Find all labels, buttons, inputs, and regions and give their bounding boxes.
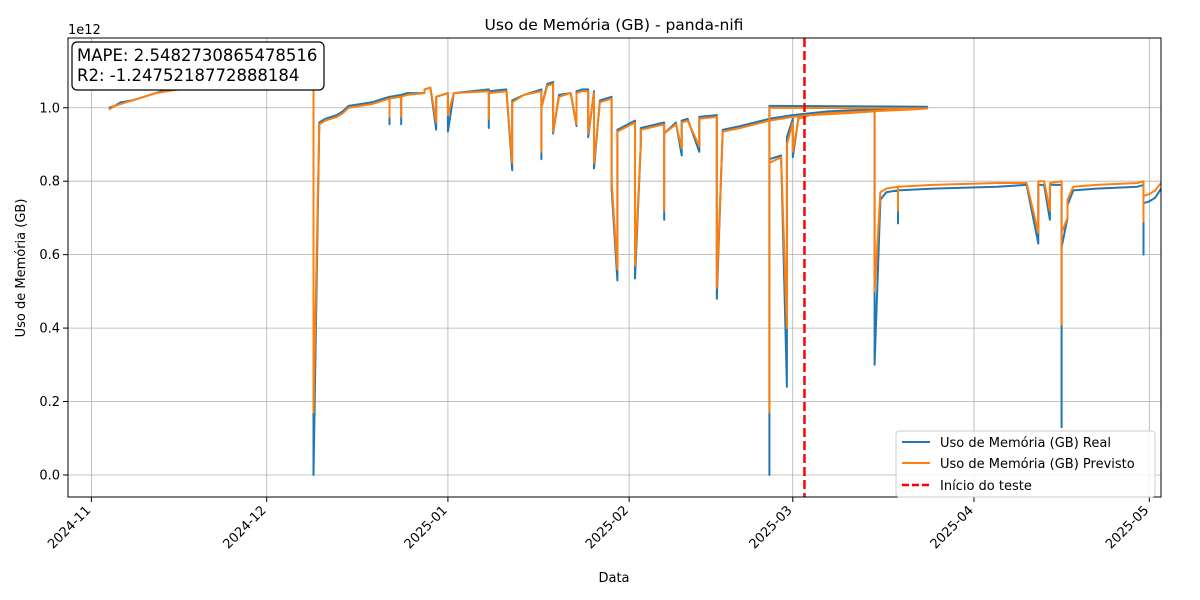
- y-axis-ticks: 0.0 0.2 0.4 0.6 0.8 1.0: [39, 101, 68, 483]
- x-axis-label: Data: [598, 571, 629, 586]
- series-line-real: [108, 81, 1162, 476]
- metrics-mape: MAPE: 2.5482730865478516: [77, 46, 317, 65]
- y-offset-label: 1e12: [68, 23, 101, 38]
- y-tick-label: 1.0: [39, 101, 60, 116]
- metrics-box-frame: [71, 41, 325, 91]
- series-line-forecast: [108, 82, 1162, 414]
- y-tick-label: 0.6: [39, 248, 60, 263]
- y-tick-label: 0.8: [39, 175, 60, 190]
- legend-label-forecast: Uso de Memória (GB) Previsto: [940, 457, 1135, 472]
- legend-label-test-start: Início do teste: [940, 479, 1032, 494]
- legend-label-real: Uso de Memória (GB) Real: [940, 436, 1111, 451]
- y-tick-label: 0.4: [39, 322, 60, 337]
- y-tick-label: 0.0: [39, 468, 60, 483]
- legend: Uso de Memória (GB) Real Uso de Memória …: [895, 430, 1156, 498]
- legend-frame: [895, 430, 1156, 498]
- chart-title: Uso de Memória (GB) - panda-nifi: [485, 16, 744, 34]
- y-axis-label: Uso de Memória (GB): [14, 199, 29, 338]
- series-layer: [108, 81, 1162, 476]
- metrics-r2: R2: -1.2475218772888184: [77, 66, 299, 85]
- y-tick-label: 0.2: [39, 395, 60, 410]
- metrics-box: MAPE: 2.5482730865478516 R2: -1.24752187…: [71, 41, 325, 91]
- plot-frame: [67, 37, 1162, 498]
